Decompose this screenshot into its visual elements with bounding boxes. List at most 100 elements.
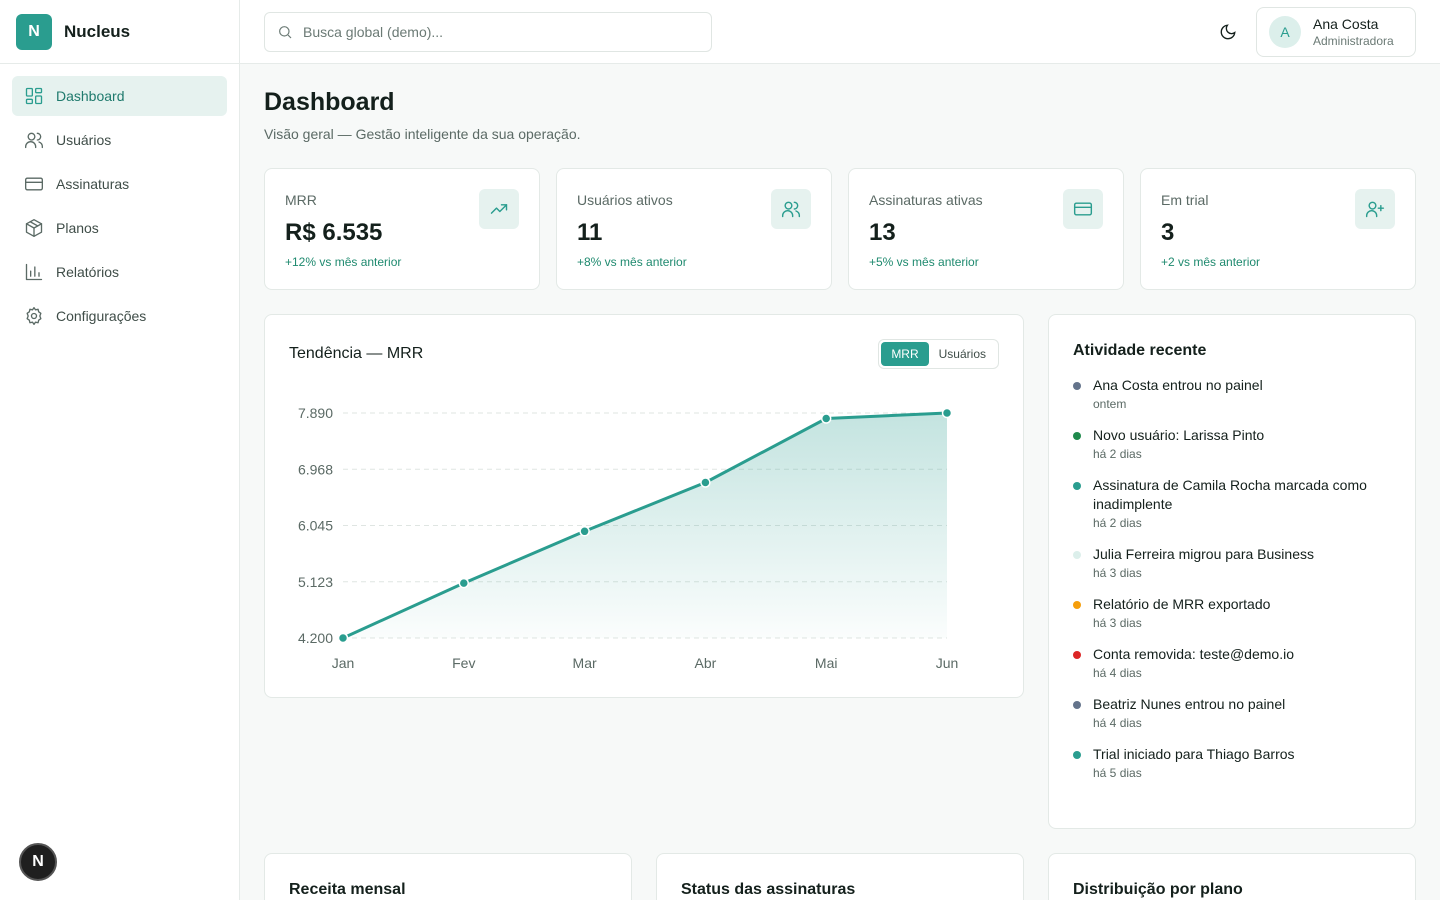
subscription-status-card: Status das assinaturas	[656, 853, 1024, 900]
avatar: A	[1269, 16, 1301, 48]
brand-name: Nucleus	[64, 21, 131, 41]
stat-value: 3	[1161, 219, 1175, 246]
activity-item: Conta removida: teste@demo.io há 4 dias	[1073, 645, 1393, 680]
activity-status-dot	[1073, 482, 1081, 490]
credit-card-icon	[1063, 189, 1103, 229]
x-tick-label: Abr	[695, 655, 717, 671]
x-tick-label: Fev	[452, 655, 475, 671]
global-search[interactable]	[264, 12, 712, 52]
sidebar-item-dashboard[interactable]: Dashboard	[12, 76, 227, 116]
sidebar-item-label: Configurações	[56, 308, 147, 324]
activity-time: há 4 dias	[1093, 666, 1142, 680]
sidebar: N Nucleus Dashboard Usuários Assinaturas…	[0, 0, 240, 900]
activity-time: há 5 dias	[1093, 766, 1142, 780]
monthly-revenue-card: Receita mensal	[264, 853, 632, 900]
user-role: Administradora	[1313, 34, 1394, 48]
activity-status-dot	[1073, 432, 1081, 440]
sidebar-item-label: Usuários	[56, 132, 112, 148]
activity-status-dot	[1073, 701, 1081, 709]
activity-status-dot	[1073, 601, 1081, 609]
y-tick-label: 6.045	[298, 518, 333, 534]
activity-status-dot	[1073, 651, 1081, 659]
x-tick-label: Jun	[936, 655, 959, 671]
sidebar-item-configuracoes[interactable]: Configurações	[12, 296, 227, 336]
stat-card-active-users: Usuários ativos 11 +8% vs mês anterior	[556, 168, 832, 290]
mrr-trend-chart: 4.200 5.123 6.045 6.968 7.890 Jan Fev Mar Abr Mai…	[298, 405, 959, 671]
sidebar-item-label: Assinaturas	[56, 176, 130, 192]
activity-time: há 4 dias	[1093, 716, 1142, 730]
activity-time: há 2 dias	[1093, 447, 1142, 461]
sidebar-item-planos[interactable]: Planos	[12, 208, 227, 248]
sidebar-item-assinaturas[interactable]: Assinaturas	[12, 164, 227, 204]
users-icon	[24, 130, 44, 150]
stat-delta: +12% vs mês anterior	[285, 255, 402, 269]
sidebar-item-relatorios[interactable]: Relatórios	[12, 252, 227, 292]
topbar: A Ana Costa Administradora	[240, 0, 1440, 64]
activity-text: Ana Costa entrou no painel	[1093, 377, 1263, 393]
trend-chart-card: Tendência — MRR MRR Usuários 4.200 5.123 6…	[264, 314, 1024, 698]
activity-item: Beatriz Nunes entrou no painel há 4 dias	[1073, 695, 1393, 730]
sidebar-nav: Dashboard Usuários Assinaturas Planos Re…	[0, 64, 239, 352]
activity-status-dot	[1073, 751, 1081, 759]
activity-text: Novo usuário: Larissa Pinto	[1093, 427, 1265, 443]
brand[interactable]: N Nucleus	[0, 0, 239, 64]
x-tick-label: Mai	[815, 655, 838, 671]
activity-status-dot	[1073, 382, 1081, 390]
dashboard-icon	[24, 86, 44, 106]
card-title: Distribuição por plano	[1073, 881, 1243, 898]
theme-toggle-button[interactable]	[1216, 20, 1240, 44]
stat-delta: +2 vs mês anterior	[1161, 255, 1261, 269]
user-info: Ana Costa Administradora	[1313, 16, 1394, 48]
stat-value: 11	[577, 219, 603, 246]
stat-delta: +8% vs mês anterior	[577, 255, 687, 269]
x-tick-label: Jan	[332, 655, 355, 671]
activity-text: Relatório de MRR exportado	[1093, 596, 1271, 612]
y-tick-label: 5.123	[298, 574, 333, 590]
user-menu[interactable]: A Ana Costa Administradora	[1256, 7, 1416, 57]
stat-value: R$ 6.535	[285, 219, 383, 246]
activity-time: há 3 dias	[1093, 566, 1142, 580]
activity-time: há 2 dias	[1093, 516, 1142, 530]
activity-time: há 3 dias	[1093, 616, 1142, 630]
activity-item: Julia Ferreira migrou para Business há 3 …	[1073, 545, 1393, 580]
stat-label: Em trial	[1161, 192, 1209, 208]
data-point	[579, 526, 590, 537]
search-input[interactable]	[303, 24, 683, 40]
sidebar-item-usuarios[interactable]: Usuários	[12, 120, 227, 160]
brand-logo: N	[16, 13, 52, 50]
activity-text: Assinatura de Camila Rocha marcada como …	[1093, 477, 1367, 512]
page-title: Dashboard	[264, 88, 395, 116]
data-point	[458, 577, 470, 589]
user-name: Ana Costa	[1313, 16, 1379, 32]
data-point	[337, 632, 349, 644]
data-point	[700, 477, 711, 488]
sidebar-item-label: Relatórios	[56, 264, 120, 280]
stat-label: MRR	[285, 192, 317, 208]
card-title: Receita mensal	[289, 881, 406, 898]
recent-activity-card: Atividade recente Ana Costa entrou no pa…	[1048, 314, 1416, 829]
activity-time: ontem	[1093, 397, 1127, 411]
activity-item: Assinatura de Camila Rocha marcada como …	[1073, 476, 1393, 530]
toggle-usuarios[interactable]: Usuários	[938, 347, 986, 361]
moon-icon	[1220, 24, 1236, 40]
activity-text: Julia Ferreira migrou para Business	[1093, 546, 1314, 562]
stat-card-active-subscriptions: Assinaturas ativas 13 +5% vs mês anterio…	[848, 168, 1124, 290]
stat-card-trial: Em trial 3 +2 vs mês anterior	[1140, 168, 1416, 290]
card-title: Status das assinaturas	[681, 881, 856, 898]
sidebar-item-label: Dashboard	[56, 88, 125, 104]
credit-card-icon	[24, 174, 44, 194]
y-tick-label: 7.890	[298, 405, 333, 421]
activity-item: Ana Costa entrou no painel ontem	[1073, 376, 1393, 411]
floating-assistant-button[interactable]: N	[19, 843, 57, 881]
plan-distribution-card: Distribuição por plano	[1048, 853, 1416, 900]
toggle-mrr[interactable]: MRR	[881, 342, 929, 366]
chart-title: Tendência — MRR	[289, 345, 424, 362]
trending-up-icon	[479, 189, 519, 229]
user-plus-icon	[1355, 189, 1395, 229]
activity-list: Ana Costa entrou no painel ontem Novo usuá…	[1073, 376, 1393, 795]
stat-value: 13	[869, 219, 896, 246]
activity-text: Trial iniciado para Thiago Barros	[1093, 746, 1295, 762]
series-line	[342, 411, 948, 640]
activity-title: Atividade recente	[1073, 342, 1207, 359]
activity-item: Trial iniciado para Thiago Barros há 5 di…	[1073, 745, 1393, 780]
